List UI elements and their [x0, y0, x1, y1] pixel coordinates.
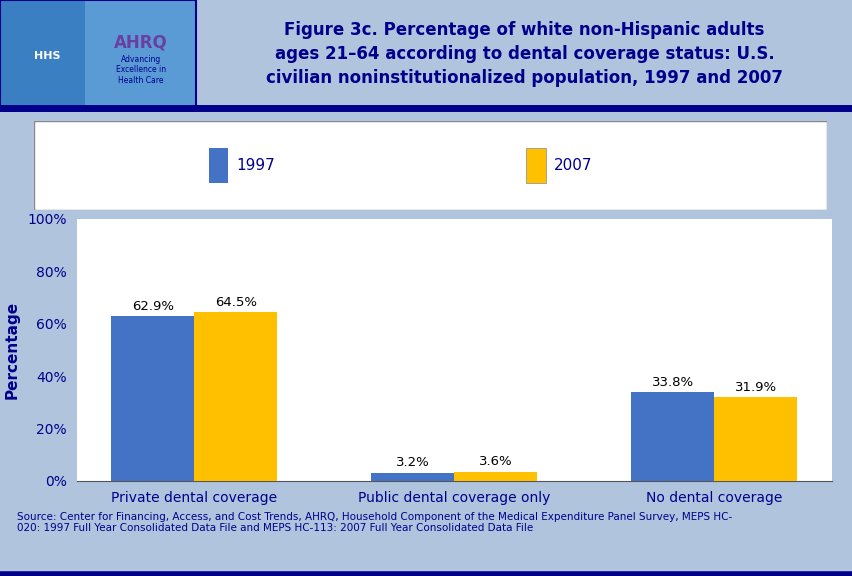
Text: 62.9%: 62.9%	[131, 300, 174, 313]
Text: HHS: HHS	[33, 51, 60, 61]
Text: Source: Center for Financing, Access, and Cost Trends, AHRQ, Household Component: Source: Center for Financing, Access, an…	[17, 511, 732, 533]
Bar	[0, 0, 196, 112]
Text: 33.8%: 33.8%	[651, 376, 693, 389]
Y-axis label: Percentage: Percentage	[4, 301, 20, 399]
Bar	[453, 472, 537, 481]
Bar	[713, 397, 797, 481]
Bar	[630, 392, 713, 481]
Text: 64.5%: 64.5%	[215, 295, 256, 309]
Bar	[209, 148, 228, 184]
Bar	[194, 312, 277, 481]
Text: 2007: 2007	[553, 158, 591, 173]
Text: Figure 3c. Percentage of white non-Hispanic adults
ages 21–64 according to denta: Figure 3c. Percentage of white non-Hispa…	[266, 21, 782, 87]
Text: 3.6%: 3.6%	[479, 456, 512, 468]
Text: AHRQ: AHRQ	[113, 33, 168, 52]
Bar	[0, 0, 85, 112]
Text: 31.9%: 31.9%	[734, 381, 776, 394]
Bar	[0, 0, 196, 112]
Text: 1997: 1997	[236, 158, 275, 173]
Text: Advancing
Excellence in
Health Care: Advancing Excellence in Health Care	[116, 55, 165, 85]
Bar	[526, 148, 545, 184]
Bar	[371, 472, 453, 481]
Text: 3.2%: 3.2%	[395, 456, 429, 469]
Bar	[111, 316, 194, 481]
